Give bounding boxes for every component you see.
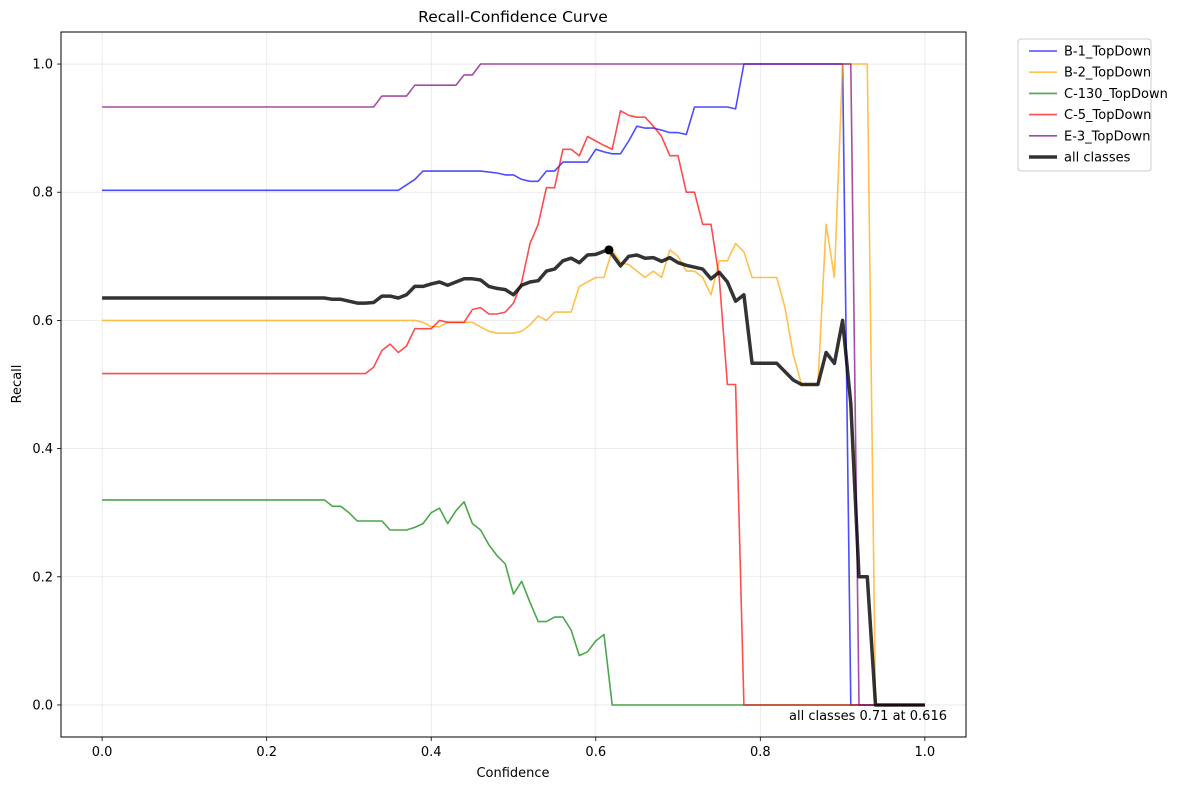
best-point-annotation: all classes 0.71 at 0.616 [789, 709, 947, 724]
x-tick-label: 0.2 [256, 745, 277, 760]
x-tick-label: 0.8 [750, 745, 771, 760]
legend-label: E-3_TopDown [1064, 129, 1150, 144]
grid [61, 32, 966, 737]
series-line-c-5-topdown [102, 110, 925, 706]
y-tick-label: 0.4 [32, 442, 53, 457]
legend-label: B-1_TopDown [1064, 45, 1151, 60]
series-line-c-130-topdown [102, 499, 925, 706]
series-line-all-classes [102, 248, 925, 707]
legend-label: C-130_TopDown [1064, 87, 1168, 102]
y-tick-label: 1.0 [32, 58, 53, 73]
x-tick-label: 0.4 [421, 745, 442, 760]
y-axis-title: Recall [10, 365, 25, 404]
x-tick-label: 1.0 [915, 745, 936, 760]
best-point-marker [604, 245, 614, 255]
axis-ticks: 0.0 0.2 0.4 0.6 0.8 1.0 0.0 0.2 0.4 0.6 0.8 1.0 [32, 58, 935, 760]
x-tick-label: 0.0 [92, 745, 113, 760]
legend-label: C-5_TopDown [1064, 108, 1151, 123]
y-tick-label: 0.0 [32, 698, 53, 713]
y-tick-label: 0.8 [32, 186, 53, 201]
chart-title: Recall-Confidence Curve [418, 8, 608, 26]
x-tick-label: 0.6 [585, 745, 606, 760]
axes-frame [60, 31, 967, 738]
y-tick-label: 0.2 [32, 570, 53, 585]
legend-label: all classes [1064, 151, 1131, 166]
plot-series [102, 63, 925, 707]
series-line-b-1-topdown [102, 63, 925, 706]
series-line-e-3-topdown [102, 63, 925, 706]
legend: B-1_TopDown B-2_TopDown C-130_TopDown C-5_T… [1017, 38, 1168, 172]
legend-label: B-2_TopDown [1064, 66, 1151, 81]
y-tick-label: 0.6 [32, 314, 53, 329]
x-axis-title: Confidence [476, 766, 549, 781]
